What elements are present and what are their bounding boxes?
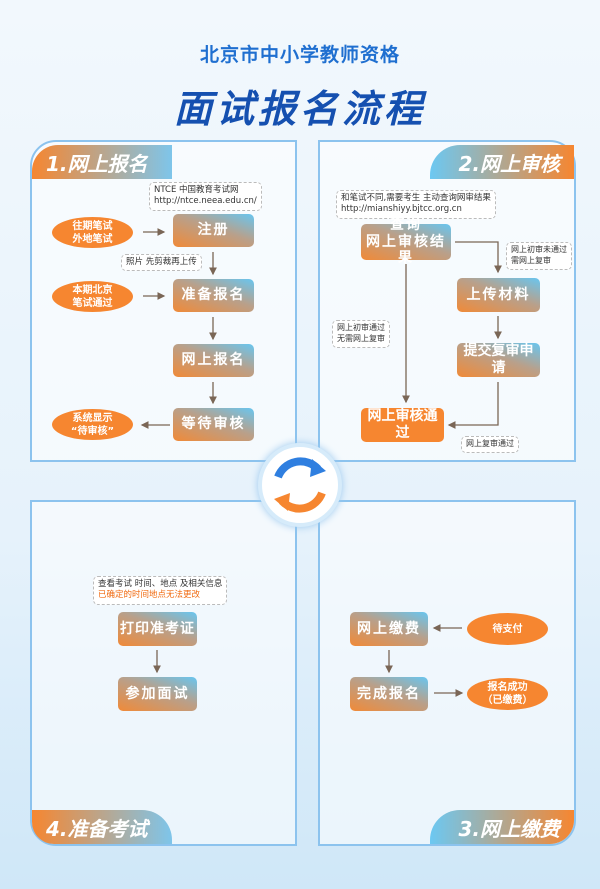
panel-step4 xyxy=(30,500,297,846)
oval-line: 往期笔试 xyxy=(72,220,113,232)
note-line: 网上初审通过 xyxy=(337,323,385,332)
step-submit-rereview: 提交复审申请 xyxy=(457,343,540,377)
oval-line: “待审核” xyxy=(70,425,115,437)
step-register: 注册 xyxy=(173,214,254,247)
ntce-link[interactable]: http://ntce.neea.edu.cn/ xyxy=(154,196,257,207)
box-line: 网上审核结果 xyxy=(366,233,446,267)
admission-note: 查看考试 时间、地点 及相关信息 已确定的时间地点无法更改 xyxy=(93,576,228,605)
note-line: NTCE 中国教育考试网 xyxy=(154,185,239,195)
oval-line: 笔试通过 xyxy=(72,297,113,309)
step-prepare-registration: 准备报名 xyxy=(173,279,254,312)
step-upload-materials: 上传材料 xyxy=(457,278,540,312)
review-site-link[interactable]: http://mianshiyy.bjtcc.org.cn xyxy=(341,204,462,215)
step-online-registration: 网上报名 xyxy=(173,344,254,377)
step-await-review: 等待审核 xyxy=(173,408,254,441)
note-line: 无需网上复审 xyxy=(337,333,385,343)
note-line: 查看考试 时间、地点 及相关信息 xyxy=(98,579,223,589)
oval-line: （已缴费） xyxy=(482,695,533,706)
oval-line: 本期北京 xyxy=(72,284,113,296)
cycle-icon xyxy=(258,443,342,527)
step-review-passed: 网上审核通过 xyxy=(361,408,444,442)
fail-note: 网上初审未通过 需网上复审 xyxy=(506,242,572,270)
photo-note: 照片 先剪裁再上传 xyxy=(121,254,202,272)
oval-line: 系统显示 xyxy=(72,412,113,424)
box-line: 查询 xyxy=(390,216,422,233)
step-query-result: 查询 网上审核结果 xyxy=(361,217,451,266)
step-online-payment: 网上缴费 xyxy=(350,612,428,646)
step-attend-interview: 参加面试 xyxy=(118,677,197,711)
step1-tab: 1.网上报名 xyxy=(32,145,172,179)
rereview-pass-note: 网上复审通过 xyxy=(461,436,519,453)
oval-system-status: 系统显示 “待审核” xyxy=(52,409,133,440)
oval-previous-exam: 往期笔试 外地笔试 xyxy=(52,217,133,248)
query-note: 和笔试不同,需要考生 主动查询网审结果 http://mianshiyy.bjtc… xyxy=(336,190,496,219)
page-title: 面试报名流程 xyxy=(173,87,426,131)
step2-tab: 2.网上审核 xyxy=(430,145,574,179)
oval-registration-success: 报名成功 （已缴费） xyxy=(467,678,548,710)
oval-line: 报名成功 xyxy=(487,682,528,693)
ntce-site-note: NTCE 中国教育考试网 http://ntce.neea.edu.cn/ xyxy=(149,182,262,211)
note-line: 网上初审未通过 xyxy=(511,245,567,254)
pass-note: 网上初审通过 无需网上复审 xyxy=(332,320,390,348)
step3-tab: 3.网上缴费 xyxy=(430,810,574,844)
oval-current-beijing: 本期北京 笔试通过 xyxy=(52,281,133,312)
header-subtitle: 北京市中小学教师资格 xyxy=(199,44,400,66)
oval-pending-payment: 待支付 xyxy=(467,613,548,645)
step4-tab: 4.准备考试 xyxy=(32,810,172,844)
step-print-admission: 打印准考证 xyxy=(118,612,197,646)
note-line: 和笔试不同,需要考生 主动查询网审结果 xyxy=(341,193,491,203)
step-complete-registration: 完成报名 xyxy=(350,677,428,711)
oval-line: 外地笔试 xyxy=(72,233,113,245)
note-line: 需网上复审 xyxy=(511,255,551,265)
note-warning: 已确定的时间地点无法更改 xyxy=(98,590,201,601)
panel-step3 xyxy=(318,500,576,846)
